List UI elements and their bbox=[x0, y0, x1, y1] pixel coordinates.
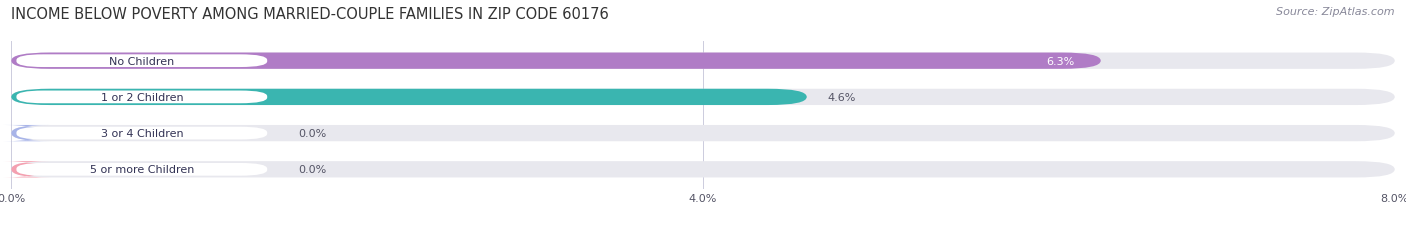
FancyBboxPatch shape bbox=[17, 91, 267, 104]
FancyBboxPatch shape bbox=[3, 161, 51, 178]
FancyBboxPatch shape bbox=[11, 89, 807, 106]
FancyBboxPatch shape bbox=[11, 89, 1395, 106]
FancyBboxPatch shape bbox=[17, 163, 267, 176]
Text: Source: ZipAtlas.com: Source: ZipAtlas.com bbox=[1277, 7, 1395, 17]
FancyBboxPatch shape bbox=[17, 127, 267, 140]
Text: 6.3%: 6.3% bbox=[1046, 56, 1074, 66]
FancyBboxPatch shape bbox=[3, 125, 51, 142]
Text: 4.6%: 4.6% bbox=[828, 92, 856, 103]
Text: 1 or 2 Children: 1 or 2 Children bbox=[100, 92, 183, 103]
FancyBboxPatch shape bbox=[11, 161, 1395, 178]
Text: INCOME BELOW POVERTY AMONG MARRIED-COUPLE FAMILIES IN ZIP CODE 60176: INCOME BELOW POVERTY AMONG MARRIED-COUPL… bbox=[11, 7, 609, 22]
FancyBboxPatch shape bbox=[11, 125, 1395, 142]
FancyBboxPatch shape bbox=[11, 53, 1101, 70]
Text: 0.0%: 0.0% bbox=[298, 128, 326, 139]
Text: 0.0%: 0.0% bbox=[298, 165, 326, 175]
Text: No Children: No Children bbox=[110, 56, 174, 66]
Text: 5 or more Children: 5 or more Children bbox=[90, 165, 194, 175]
FancyBboxPatch shape bbox=[17, 55, 267, 68]
Text: 3 or 4 Children: 3 or 4 Children bbox=[100, 128, 183, 139]
FancyBboxPatch shape bbox=[11, 53, 1395, 70]
